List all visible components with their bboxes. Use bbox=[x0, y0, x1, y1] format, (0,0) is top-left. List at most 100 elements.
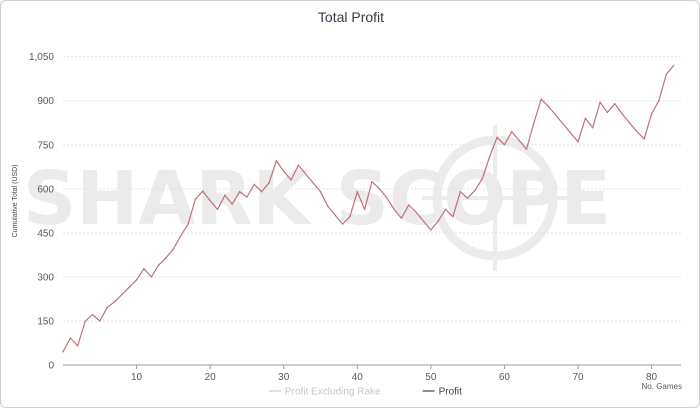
profit-data-point bbox=[202, 190, 204, 192]
profit-data-point bbox=[386, 196, 388, 199]
profit-data-point bbox=[275, 160, 278, 162]
profit-data-point bbox=[481, 177, 484, 180]
x-tick-label: 10 bbox=[131, 372, 143, 383]
x-tick-label: 50 bbox=[425, 372, 437, 383]
x-tick-label: 20 bbox=[205, 372, 217, 383]
profit-data-point bbox=[444, 208, 447, 211]
profit-data-point bbox=[84, 320, 86, 323]
profit-data-point bbox=[621, 113, 623, 115]
profit-data-point bbox=[349, 216, 351, 218]
profit-data-point bbox=[224, 194, 226, 196]
profit-data-point bbox=[172, 248, 175, 250]
x-tick-label: 80 bbox=[646, 372, 658, 383]
profit-data-point bbox=[187, 223, 189, 225]
profit-data-point bbox=[305, 173, 307, 175]
chart-title: Total Profit bbox=[318, 9, 384, 25]
profit-data-point bbox=[400, 217, 403, 219]
y-tick-label: 300 bbox=[37, 272, 54, 283]
y-tick-label: 1,050 bbox=[29, 52, 54, 63]
y-tick-label: 750 bbox=[37, 140, 54, 151]
y-tick-label: 0 bbox=[48, 361, 54, 372]
profit-data-point bbox=[341, 223, 344, 225]
profit-data-point bbox=[584, 117, 587, 120]
profit-data-point bbox=[650, 113, 653, 115]
profit-data-point bbox=[319, 191, 322, 193]
profit-data-point bbox=[180, 235, 182, 237]
profit-data-point bbox=[489, 155, 491, 158]
profit-data-point bbox=[135, 279, 138, 281]
legend: Profit Excluding Rake Profit bbox=[269, 387, 462, 398]
profit-data-point bbox=[246, 196, 248, 198]
profit-data-point bbox=[518, 139, 520, 142]
profit-data-point bbox=[562, 123, 564, 125]
profit-data-point bbox=[312, 182, 314, 184]
y-tick-label: 450 bbox=[37, 228, 54, 239]
profit-data-point bbox=[99, 320, 101, 322]
profit-data-point bbox=[143, 267, 145, 270]
x-tick-label: 30 bbox=[278, 372, 290, 383]
profit-data-point bbox=[658, 100, 660, 102]
profit-data-point bbox=[290, 179, 292, 181]
profit-data-point bbox=[106, 307, 108, 309]
watermark: SHARK SCOPE bbox=[23, 125, 611, 271]
profit-series-line bbox=[62, 65, 675, 353]
profit-data-point bbox=[69, 337, 72, 339]
profit-data-point bbox=[643, 138, 645, 140]
profit-data-point bbox=[157, 264, 160, 266]
profit-data-point bbox=[209, 199, 211, 202]
profit-data-point bbox=[231, 203, 233, 205]
profit-data-point bbox=[533, 122, 535, 124]
profit-data-point bbox=[592, 127, 594, 129]
y-tick-label: 600 bbox=[37, 184, 54, 195]
y-tick-label: 900 bbox=[37, 96, 54, 107]
profit-data-point bbox=[547, 105, 550, 108]
profit-data-point bbox=[503, 144, 506, 146]
profit-data-point bbox=[628, 122, 631, 124]
axes: 0 150 300 450 600 750 900 1,050 10 20 30 40 50 60 70 80 bbox=[29, 52, 681, 383]
profit-data-point bbox=[430, 229, 432, 231]
profit-data-point bbox=[511, 130, 513, 133]
profit-data-point bbox=[525, 148, 528, 150]
profit-data-point bbox=[91, 313, 94, 316]
profit-data-point bbox=[606, 111, 609, 114]
profit-data-point bbox=[555, 114, 557, 117]
watermark-text: SHARK SCOPE bbox=[23, 156, 611, 242]
profit-data-point bbox=[283, 170, 285, 172]
profit-data-point bbox=[614, 102, 616, 105]
x-tick-label: 60 bbox=[499, 372, 511, 383]
profit-data-point bbox=[393, 208, 395, 211]
profit-data-point bbox=[371, 180, 373, 183]
profit-data-point bbox=[260, 191, 263, 193]
profit-data-point bbox=[356, 191, 358, 193]
profit-data-point bbox=[363, 208, 366, 211]
profit-data-point bbox=[408, 204, 410, 206]
profit-data-point bbox=[268, 182, 270, 184]
profit-data-point bbox=[474, 189, 476, 191]
y-tick-label: 150 bbox=[37, 316, 54, 327]
profit-data-point bbox=[636, 130, 638, 133]
x-axis-label: No. Games bbox=[642, 382, 682, 391]
profit-data-point bbox=[165, 257, 167, 259]
profit-data-point bbox=[77, 345, 79, 347]
profit-data-point bbox=[128, 286, 130, 288]
profit-data-point bbox=[121, 293, 123, 296]
profit-data-point bbox=[496, 136, 498, 139]
profit-data-point bbox=[216, 208, 219, 211]
profit-data-point bbox=[422, 220, 425, 222]
profit-data-point bbox=[238, 191, 241, 193]
profit-data-point bbox=[150, 276, 152, 278]
profit-data-point bbox=[437, 220, 439, 222]
profit-data-point bbox=[297, 164, 300, 167]
legend-label: Profit Excluding Rake bbox=[285, 387, 381, 398]
profit-data-point bbox=[194, 198, 197, 200]
profit-data-point bbox=[253, 183, 255, 186]
y-axis-label: Cumulative Total (USD) bbox=[12, 164, 19, 237]
grid bbox=[63, 56, 681, 322]
profit-data-point bbox=[540, 98, 542, 100]
profit-data-point bbox=[327, 205, 329, 208]
profit-data-point bbox=[665, 73, 667, 76]
legend-label: Profit bbox=[439, 387, 463, 398]
profit-data-point bbox=[466, 197, 469, 199]
